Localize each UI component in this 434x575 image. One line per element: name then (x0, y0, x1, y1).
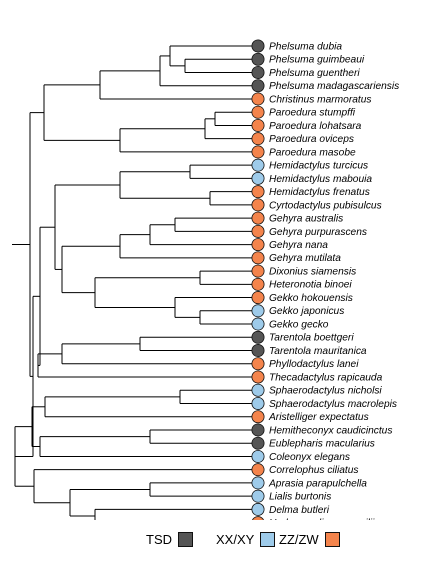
tip-marker (251, 410, 265, 424)
taxon-label: Paroedura oviceps (269, 134, 354, 145)
taxon-label: Hemidactylus frenatus (269, 187, 370, 198)
phylogenetic-tree: Phelsuma dubia Phelsuma guimbeaui Phelsuma… (12, 39, 399, 520)
tip-marker (251, 330, 265, 344)
tip-marker (251, 489, 265, 503)
legend-swatch (260, 531, 276, 547)
tip-marker (251, 423, 265, 437)
taxon-label: Heteronotia binoei (269, 280, 352, 291)
taxon-label: Hemitheconyx caudicinctus (269, 425, 392, 436)
taxon-label: Phelsuma dubia (269, 41, 342, 52)
taxon-label: Delma butleri (269, 505, 330, 516)
tip-marker (251, 449, 265, 463)
tip-marker (251, 436, 265, 450)
tip-marker (251, 370, 265, 384)
taxon-label: Aristelliger expectatus (268, 412, 369, 423)
tip-marker (251, 65, 265, 79)
tip-marker (251, 211, 265, 225)
taxon-label: Correlophus ciliatus (269, 465, 358, 476)
tip-marker (251, 132, 265, 146)
tip-marker (251, 145, 265, 159)
taxon-label: Phelsuma guentheri (269, 68, 360, 79)
taxon-label: Tarentola boettgeri (269, 333, 354, 344)
tree-tips: Phelsuma dubia Phelsuma guimbeaui Phelsuma… (251, 39, 399, 520)
taxon-label: Tarentola mauritanica (269, 346, 367, 357)
tip-marker (251, 502, 265, 516)
tip-marker (251, 304, 265, 318)
tip-marker (251, 291, 265, 305)
legend-label: ZZ/ZW (279, 531, 319, 547)
legend-item: XX/XY (216, 525, 276, 553)
taxon-label: Gehyra mutilata (269, 253, 341, 264)
tip-marker (251, 383, 265, 397)
tip-marker (251, 118, 265, 132)
tip-marker (251, 317, 265, 331)
tip-marker (251, 198, 265, 212)
taxon-label: Phyllodactylus lanei (269, 359, 359, 370)
tip-marker (251, 185, 265, 199)
tip-marker (251, 277, 265, 291)
legend-swatch (178, 531, 193, 547)
tree-branches (12, 45, 258, 520)
taxon-label: Gekko hokouensis (269, 293, 353, 304)
legend-swatch (324, 531, 340, 547)
tip-marker (251, 224, 265, 238)
taxon-label: Coleonyx elegans (269, 452, 350, 463)
taxon-label: Hemidactylus turcicus (269, 161, 368, 172)
legend-item: ZZ/ZW (279, 525, 340, 553)
legend-label: TSD (146, 531, 172, 547)
tip-marker (251, 396, 265, 410)
taxon-label: Sphaerodactylus nicholsi (269, 386, 382, 397)
tip-marker (251, 238, 265, 252)
legend-item: TSD (146, 525, 193, 553)
tip-marker (252, 516, 264, 520)
taxon-label: Christinus marmoratus (269, 94, 371, 105)
taxon-label: Phelsuma madagascariensis (269, 81, 399, 92)
tip-marker (251, 92, 265, 106)
taxon-label: Hemidactylus mabouia (269, 174, 372, 185)
tip-marker (251, 344, 265, 358)
taxon-label: Gehyra nana (269, 240, 328, 251)
tip-marker (251, 79, 265, 93)
tip-marker (251, 105, 265, 119)
taxon-label: Gekko gecko (269, 319, 329, 330)
taxon-label: Lialis burtonis (269, 492, 331, 503)
taxon-label: Underwoodisaurus milii (269, 518, 375, 520)
tip-marker (251, 171, 265, 185)
taxon-label: Gehyra australis (269, 214, 343, 225)
taxon-label: Eublepharis macularius (269, 439, 375, 450)
taxon-label: Paroedura masobe (269, 147, 356, 158)
taxon-label: Paroedura stumpffi (269, 108, 356, 119)
taxon-label: Phelsuma guimbeaui (269, 55, 365, 66)
taxon-label: Dixonius siamensis (269, 266, 356, 277)
tip-marker (251, 251, 265, 265)
taxon-label: Gekko japonicus (269, 306, 344, 317)
tip-marker (251, 158, 265, 172)
legend: TSD XX/XY ZZ/ZW (0, 525, 434, 553)
tip-marker (251, 264, 265, 278)
tip-marker (251, 357, 265, 371)
taxon-label: Thecadactylus rapicauda (269, 372, 383, 383)
taxon-label: Aprasia parapulchella (268, 478, 367, 489)
tip-marker (251, 463, 265, 477)
tip-marker (251, 476, 265, 490)
taxon-label: Sphaerodactylus macrolepis (269, 399, 397, 410)
taxon-label: Cyrtodactylus pubisulcus (269, 200, 382, 211)
taxon-label: Gehyra purpurascens (269, 227, 367, 238)
taxon-label: Paroedura lohatsara (269, 121, 362, 132)
tip-marker (251, 52, 265, 66)
tip-marker (251, 39, 265, 53)
legend-label: XX/XY (216, 531, 255, 547)
